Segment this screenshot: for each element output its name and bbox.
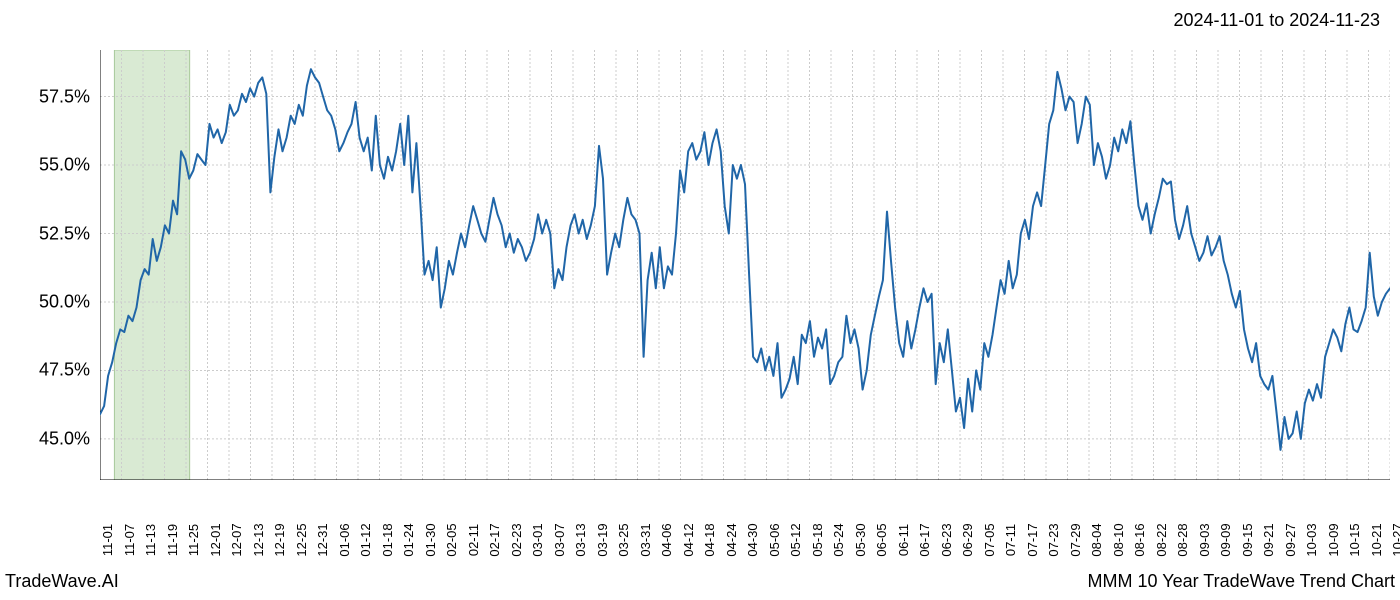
x-tick-label: 12-31 — [315, 523, 330, 556]
x-tick-label: 08-04 — [1089, 523, 1104, 556]
x-tick-label: 10-27 — [1390, 523, 1400, 556]
x-tick-label: 12-19 — [272, 523, 287, 556]
x-tick-label: 01-06 — [337, 523, 352, 556]
x-tick-label: 09-15 — [1240, 523, 1255, 556]
x-tick-label: 04-12 — [681, 523, 696, 556]
x-tick-label: 07-17 — [1025, 523, 1040, 556]
chart-area — [100, 50, 1390, 480]
x-tick-label: 11-13 — [143, 524, 158, 556]
x-tick-label: 01-12 — [358, 523, 373, 556]
x-tick-label: 10-15 — [1347, 523, 1362, 556]
x-tick-label: 03-07 — [552, 523, 567, 556]
x-tick-label: 02-17 — [487, 523, 502, 556]
y-tick-label: 47.5% — [39, 360, 90, 381]
y-axis: 45.0% 47.5% 50.0% 52.5% 55.0% 57.5% — [0, 50, 95, 480]
x-tick-label: 05-06 — [767, 523, 782, 556]
x-tick-label: 08-22 — [1154, 523, 1169, 556]
x-tick-label: 01-24 — [401, 523, 416, 556]
x-tick-label: 07-11 — [1003, 524, 1018, 556]
y-tick-label: 50.0% — [39, 291, 90, 312]
x-tick-label: 06-11 — [896, 524, 911, 556]
x-tick-label: 01-18 — [380, 523, 395, 556]
line-chart — [100, 50, 1390, 480]
x-tick-label: 03-01 — [530, 523, 545, 556]
x-tick-label: 04-30 — [745, 523, 760, 556]
x-tick-label: 11-19 — [165, 524, 180, 556]
chart-title: MMM 10 Year TradeWave Trend Chart — [1088, 571, 1395, 592]
x-tick-label: 08-10 — [1111, 523, 1126, 556]
x-tick-label: 07-23 — [1046, 523, 1061, 556]
x-tick-label: 06-23 — [939, 523, 954, 556]
x-tick-label: 04-18 — [702, 523, 717, 556]
x-tick-label: 09-03 — [1197, 523, 1212, 556]
x-tick-label: 11-01 — [100, 524, 115, 556]
x-tick-label: 08-16 — [1132, 523, 1147, 556]
x-tick-label: 01-30 — [423, 523, 438, 556]
x-tick-label: 03-19 — [595, 523, 610, 556]
x-tick-label: 07-29 — [1068, 523, 1083, 556]
x-tick-label: 11-25 — [186, 524, 201, 556]
x-tick-label: 04-06 — [659, 523, 674, 556]
x-tick-label: 04-24 — [724, 523, 739, 556]
x-tick-label: 06-17 — [917, 523, 932, 556]
x-tick-label: 03-13 — [573, 523, 588, 556]
x-tick-label: 06-29 — [960, 523, 975, 556]
x-tick-label: 05-30 — [853, 523, 868, 556]
x-tick-label: 03-31 — [638, 523, 653, 556]
x-tick-label: 05-24 — [831, 523, 846, 556]
x-tick-label: 10-21 — [1369, 523, 1384, 556]
y-tick-label: 52.5% — [39, 223, 90, 244]
x-tick-label: 06-05 — [874, 523, 889, 556]
brand-label: TradeWave.AI — [5, 571, 119, 592]
x-tick-label: 09-27 — [1283, 523, 1298, 556]
x-tick-label: 09-09 — [1218, 523, 1233, 556]
x-tick-label: 05-18 — [810, 523, 825, 556]
x-tick-label: 12-07 — [229, 523, 244, 556]
x-tick-label: 11-07 — [122, 524, 137, 556]
x-tick-label: 12-25 — [294, 523, 309, 556]
x-tick-label: 10-09 — [1326, 523, 1341, 556]
x-axis: 11-01 11-07 11-13 11-19 11-25 12-01 12-07 12-13… — [100, 485, 1390, 565]
y-tick-label: 55.0% — [39, 155, 90, 176]
x-tick-label: 12-01 — [208, 523, 223, 556]
x-tick-label: 02-11 — [466, 524, 481, 556]
x-tick-label: 08-28 — [1175, 523, 1190, 556]
x-tick-label: 05-12 — [788, 523, 803, 556]
x-tick-label: 09-21 — [1261, 523, 1276, 556]
x-tick-label: 10-03 — [1304, 523, 1319, 556]
y-tick-label: 45.0% — [39, 428, 90, 449]
x-tick-label: 02-23 — [509, 523, 524, 556]
x-tick-label: 03-25 — [616, 523, 631, 556]
x-tick-label: 12-13 — [251, 523, 266, 556]
y-tick-label: 57.5% — [39, 86, 90, 107]
x-tick-label: 07-05 — [982, 523, 997, 556]
x-tick-label: 02-05 — [444, 523, 459, 556]
date-range-label: 2024-11-01 to 2024-11-23 — [1174, 10, 1381, 31]
